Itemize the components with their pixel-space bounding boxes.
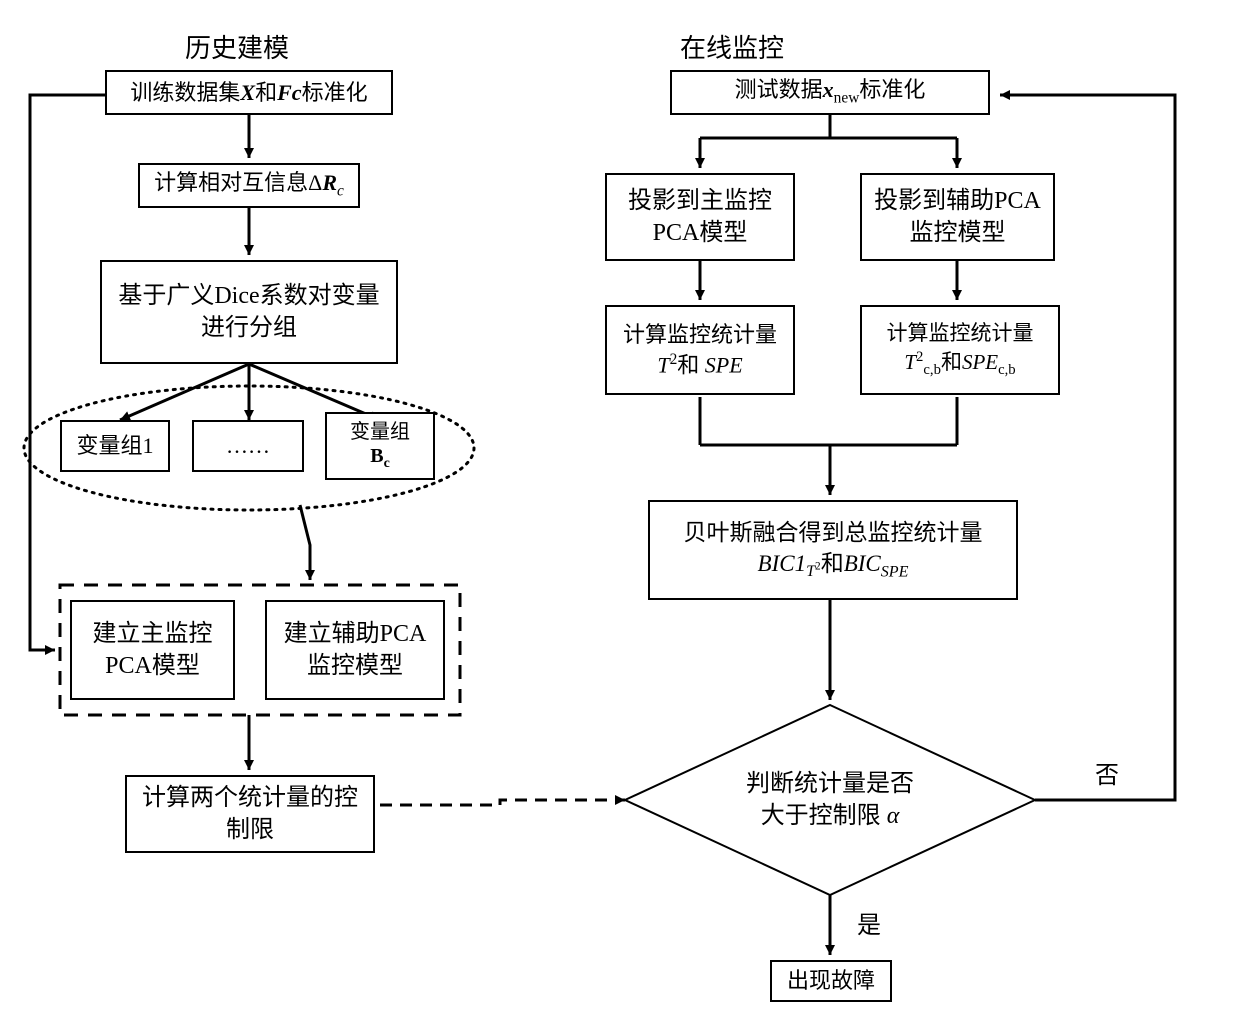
box-group-dots: …… [192,420,304,472]
box-group-B: 变量组Bc [325,412,435,480]
box-mutualinfo: 计算相对互信息ΔRc [138,163,360,208]
box-controllimits: 计算两个统计量的控制限 [125,775,375,853]
box-bayes-fusion: 贝叶斯融合得到总监控统计量BIC1T2和BICSPE [648,500,1018,600]
box-stat-aux: 计算监控统计量T2c,b和SPEc,b [860,305,1060,395]
box-dice-grouping: 基于广义Dice系数对变量进行分组 [100,260,398,364]
arrow-b3-g1 [120,364,249,420]
label-yes: 是 [857,905,881,940]
arrow-feedback-left [30,95,105,650]
box-fault: 出现故障 [770,960,892,1002]
header-right: 在线监控 [680,28,784,65]
label-no: 否 [1095,755,1119,790]
box-testdata: 测试数据xnew标准化 [670,70,990,115]
arrow-cl-decision-dashed [380,800,625,805]
connectors-svg [0,0,1240,1027]
decision-diamond-text: 判断统计量是否 大于控制限 α [625,705,1035,895]
arrow-ellipse-dashrect [300,505,310,580]
header-left: 历史建模 [185,28,289,65]
box-trainset: 训练数据集X和Fc标准化 [105,70,393,115]
box-group-1: 变量组1 [60,420,170,472]
box-stat-main: 计算监控统计量T2和 SPE [605,305,795,395]
box-proj-main: 投影到主监控PCA模型 [605,173,795,261]
box-main-model: 建立主监控PCA模型 [70,600,235,700]
box-aux-model: 建立辅助PCA监控模型 [265,600,445,700]
box-proj-aux: 投影到辅助PCA监控模型 [860,173,1055,261]
